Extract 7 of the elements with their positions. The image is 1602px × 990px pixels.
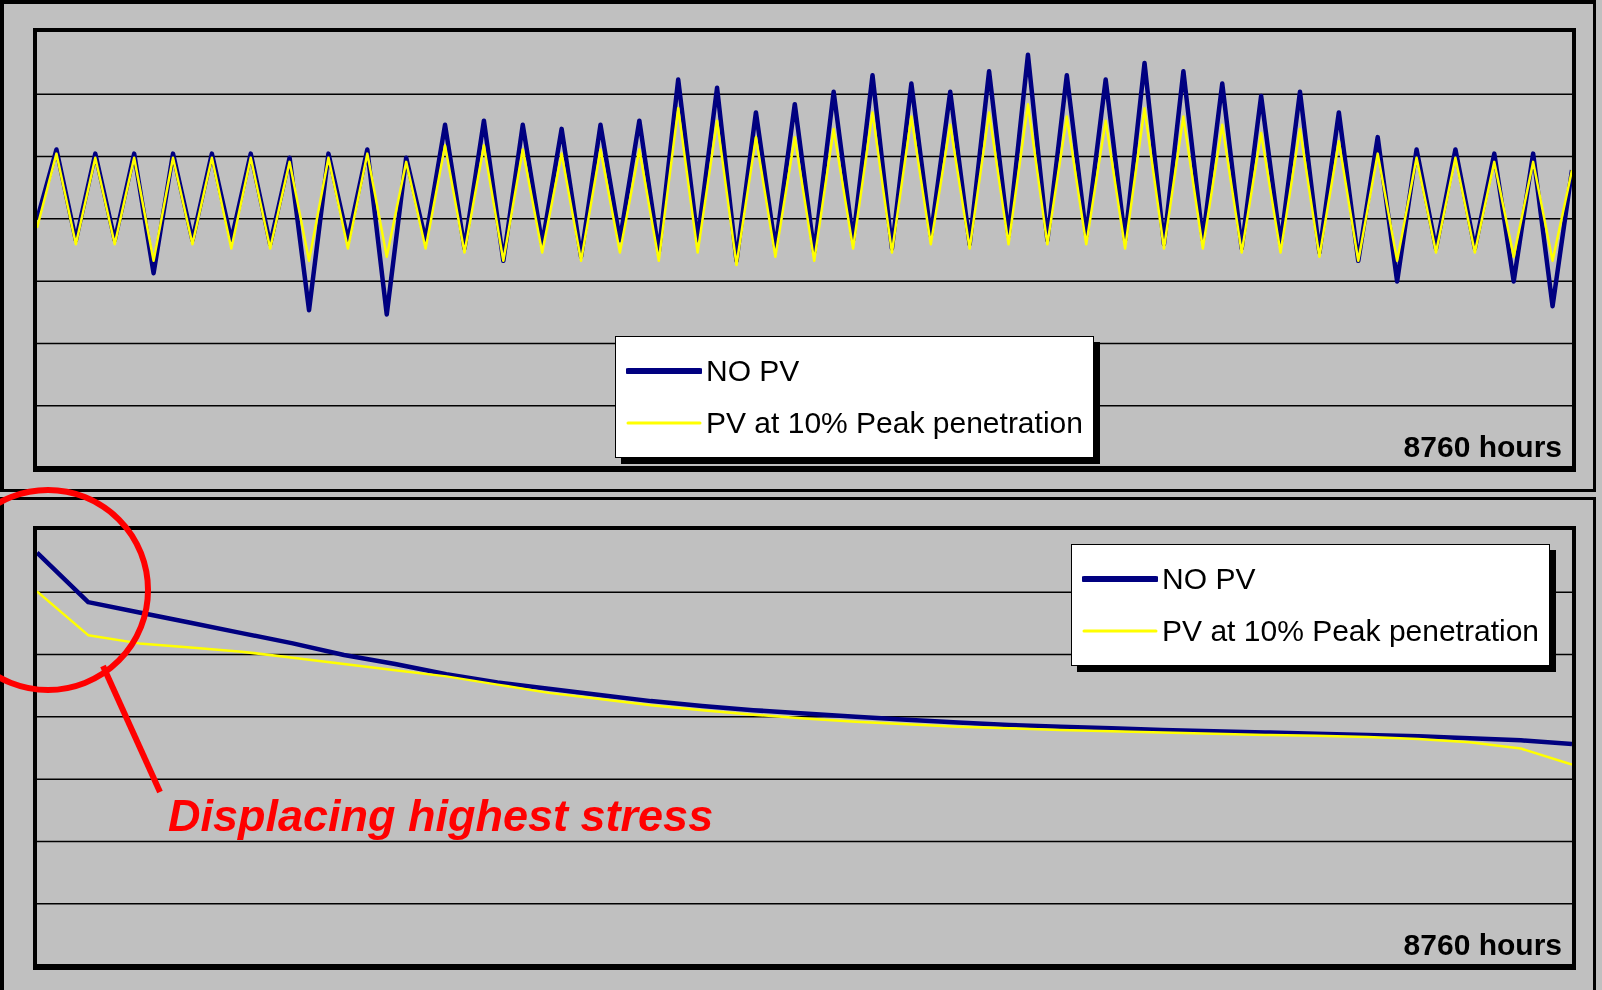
annotation: Displacing highest stress: [168, 790, 714, 842]
legend-label: PV at 10% Peak penetration: [706, 406, 1083, 440]
legend-label: NO PV: [1162, 562, 1256, 596]
legend-label: NO PV: [706, 354, 800, 388]
x-axis-title: 8760 hours: [1403, 928, 1562, 962]
x-axis-title: 8760 hours: [1403, 430, 1562, 464]
legend-label: PV at 10% Peak penetration: [1162, 614, 1539, 648]
